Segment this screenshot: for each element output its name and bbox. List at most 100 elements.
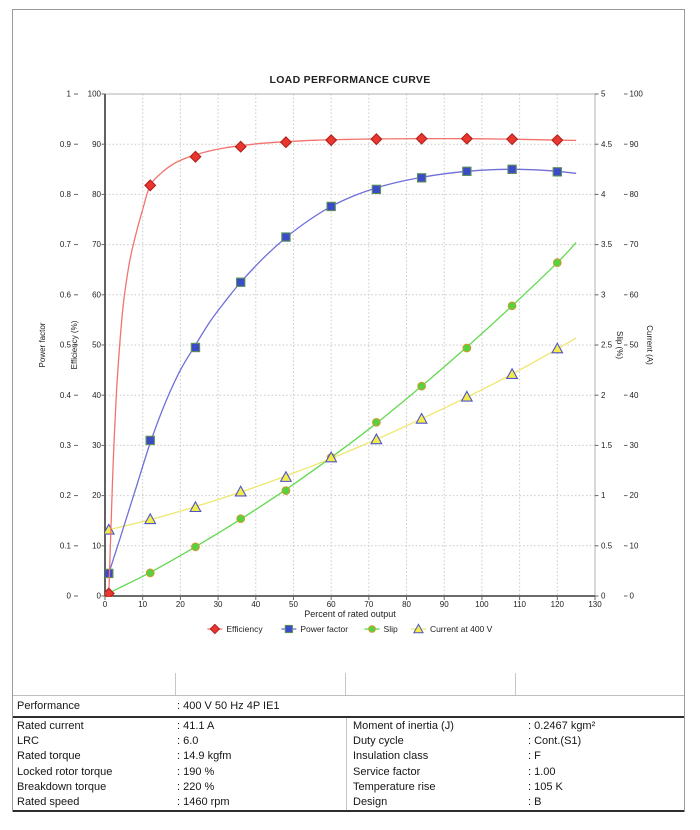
legend-item-efficiency: Efficiency bbox=[207, 623, 263, 635]
svg-text:1.5: 1.5 bbox=[601, 441, 613, 450]
current-axis-title: Current (A) bbox=[645, 325, 654, 365]
svg-text:1: 1 bbox=[67, 90, 72, 99]
svg-text:Power factor: Power factor bbox=[300, 624, 348, 634]
svg-text:0: 0 bbox=[601, 592, 606, 601]
svg-text:0.4: 0.4 bbox=[60, 391, 72, 400]
svg-text:0.6: 0.6 bbox=[60, 290, 72, 299]
current-at-400-v-series bbox=[105, 337, 577, 535]
spec-label: Rated speed bbox=[17, 796, 80, 809]
spec-row-left: Breakdown torque : 220 % bbox=[13, 779, 346, 794]
spec-row-left: LRC: 6.0 bbox=[13, 733, 346, 748]
svg-text:5: 5 bbox=[601, 90, 606, 99]
svg-text:20: 20 bbox=[630, 491, 639, 500]
svg-text:50: 50 bbox=[92, 341, 101, 350]
chart-legend: Efficiency Power factor Slip Current at 400… bbox=[207, 623, 493, 635]
svg-text:20: 20 bbox=[92, 491, 101, 500]
spec-value: : 6.0 bbox=[177, 734, 199, 747]
spec-table: Performance : 400 V 50 Hz 4P IE1 Rated c… bbox=[13, 673, 684, 812]
svg-text:0: 0 bbox=[97, 592, 102, 601]
svg-text:110: 110 bbox=[513, 600, 526, 609]
slip-axis-title: Slip (%) bbox=[615, 331, 624, 359]
svg-text:60: 60 bbox=[92, 290, 101, 299]
slip-axis: 0 0.5 1 1.5 2 2.5 3 3.5 4 4.5 5 bbox=[595, 90, 613, 601]
performance-label: Performance bbox=[17, 700, 80, 712]
spec-label: Service factor bbox=[353, 765, 421, 778]
spec-value: : B bbox=[528, 796, 542, 809]
spec-row-left: Rated current : 41.1 A bbox=[13, 718, 346, 733]
svg-text:0.5: 0.5 bbox=[60, 341, 72, 350]
svg-text:4: 4 bbox=[601, 190, 606, 199]
chart-axes: 00.10.20.30.40.50.60.70.80.9101020304050… bbox=[60, 90, 644, 609]
spec-label: Insulation class bbox=[353, 750, 429, 763]
svg-text:90: 90 bbox=[92, 140, 101, 149]
spec-label: Rated current bbox=[17, 719, 84, 732]
svg-text:90: 90 bbox=[630, 140, 639, 149]
spec-label: Rated torque bbox=[17, 750, 81, 763]
svg-text:10: 10 bbox=[138, 600, 147, 609]
spec-column-right: Moment of inertia (J): 0.2467 kgm² Duty c… bbox=[347, 718, 684, 810]
svg-text:130: 130 bbox=[588, 600, 602, 609]
spec-row-right: Design : B bbox=[347, 795, 684, 810]
spec-label: Design bbox=[353, 796, 388, 809]
spec-label: Temperature rise bbox=[353, 780, 436, 793]
x-axis: 0 10 20 30 40 50 60 70 80 90 100 110 120 130 bbox=[103, 596, 602, 609]
spec-value: : 1460 rpm bbox=[177, 796, 230, 809]
slip-series bbox=[105, 242, 577, 597]
svg-text:0: 0 bbox=[630, 592, 635, 601]
spec-row-right: Service factor : 1.00 bbox=[347, 764, 684, 779]
svg-text:0.9: 0.9 bbox=[60, 140, 72, 149]
chart-series bbox=[105, 132, 577, 597]
spec-table-header-row bbox=[13, 673, 684, 695]
svg-text:30: 30 bbox=[214, 600, 223, 609]
current-axis: 0 10 20 30 40 50 60 70 80 90 100 bbox=[624, 90, 643, 601]
spec-value: : 220 % bbox=[177, 780, 215, 793]
svg-text:Efficiency: Efficiency bbox=[226, 624, 263, 634]
svg-text:70: 70 bbox=[364, 600, 373, 609]
svg-text:20: 20 bbox=[176, 600, 185, 609]
spec-value: : 41.1 A bbox=[177, 719, 215, 732]
spec-row-left: Rated speed : 1460 rpm bbox=[13, 795, 346, 810]
spec-value: : 1.00 bbox=[528, 765, 556, 778]
page-frame: 0 0.1 0.2 0.3 0.4 0.5 0.6 0.7 0.8 0.9 1 0 10 20 30 40 50… bbox=[12, 9, 685, 812]
power_factor-axis: 0 0.1 0.2 0.3 0.4 0.5 0.6 0.7 0.8 0.9 1 bbox=[60, 90, 78, 601]
performance-value: : 400 V 50 Hz 4P IE1 bbox=[177, 700, 280, 712]
svg-text:80: 80 bbox=[402, 600, 411, 609]
svg-text:40: 40 bbox=[92, 391, 101, 400]
svg-text:100: 100 bbox=[475, 600, 489, 609]
svg-text:60: 60 bbox=[630, 290, 639, 299]
svg-text:0.5: 0.5 bbox=[601, 541, 613, 550]
chart-grid bbox=[105, 94, 595, 596]
legend-item-slip: Slip bbox=[364, 624, 398, 634]
load-performance-chart: 00.10.20.30.40.50.60.70.80.9101020304050… bbox=[38, 74, 654, 635]
svg-text:1: 1 bbox=[601, 491, 606, 500]
spec-label: Breakdown torque bbox=[17, 780, 107, 793]
svg-text:60: 60 bbox=[327, 600, 336, 609]
power-factor-series bbox=[105, 164, 577, 579]
svg-text:40: 40 bbox=[251, 600, 260, 609]
svg-text:0.2: 0.2 bbox=[60, 491, 72, 500]
spec-value: : 105 K bbox=[528, 780, 563, 793]
performance-row: Performance : 400 V 50 Hz 4P IE1 bbox=[13, 695, 684, 718]
spec-label: Moment of inertia (J) bbox=[353, 719, 454, 732]
spec-row-left: Locked rotor torque: 190 % bbox=[13, 764, 346, 779]
svg-text:30: 30 bbox=[92, 441, 101, 450]
svg-text:40: 40 bbox=[630, 391, 639, 400]
chart-title: LOAD PERFORMANCE CURVE bbox=[270, 74, 431, 86]
spec-column-left: Rated current: 41.1 A LRC: 6.0 Rated torqu… bbox=[13, 718, 347, 810]
svg-text:0: 0 bbox=[67, 592, 72, 601]
svg-text:2.5: 2.5 bbox=[601, 341, 613, 350]
spec-row-right: Temperature rise : 105 K bbox=[347, 779, 684, 794]
svg-text:0.8: 0.8 bbox=[60, 190, 72, 199]
svg-text:70: 70 bbox=[92, 240, 101, 249]
svg-text:0.1: 0.1 bbox=[60, 541, 72, 550]
legend-item-power-factor: Power factor bbox=[281, 624, 348, 634]
spec-value: : 14.9 kgfm bbox=[177, 750, 232, 763]
svg-text:100: 100 bbox=[88, 90, 102, 99]
svg-text:50: 50 bbox=[630, 341, 639, 350]
svg-text:50: 50 bbox=[289, 600, 298, 609]
svg-text:Current at 400 V: Current at 400 V bbox=[430, 624, 493, 634]
svg-text:100: 100 bbox=[630, 90, 644, 99]
svg-text:0.3: 0.3 bbox=[60, 441, 72, 450]
spec-row-left: Rated torque : 14.9 kgfm bbox=[13, 749, 346, 764]
svg-text:80: 80 bbox=[92, 190, 101, 199]
